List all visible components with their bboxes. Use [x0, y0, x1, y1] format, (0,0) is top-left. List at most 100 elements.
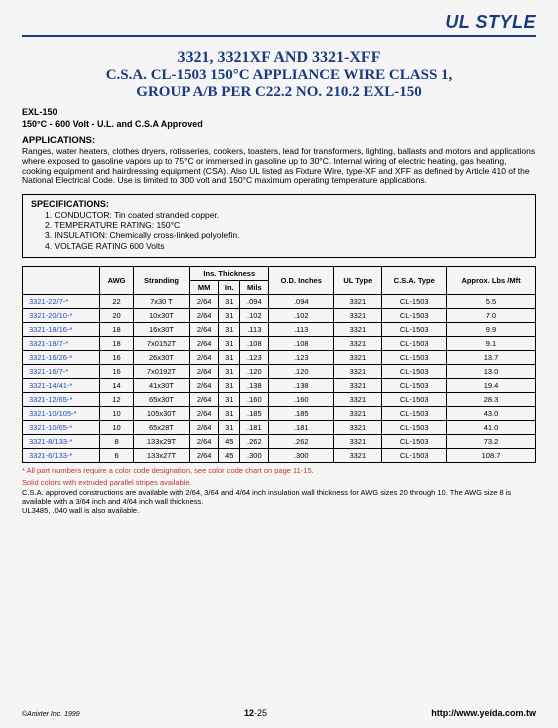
- table-cell: 2/64: [190, 434, 219, 448]
- table-cell: 31: [219, 308, 240, 322]
- table-cell: 7x0152T: [133, 336, 189, 350]
- footnote-ul: UL3485, .040 wall is also available.: [22, 507, 536, 516]
- table-cell: 73.2: [447, 434, 536, 448]
- approval-rating: 150°C - 600 Volt - U.L. and C.S.A Approv…: [22, 119, 536, 129]
- table-cell: 9.1: [447, 336, 536, 350]
- table-cell: 2/64: [190, 420, 219, 434]
- table-cell: 3321: [334, 322, 382, 336]
- table-cell: .300: [240, 448, 269, 462]
- applications-heading: APPLICATIONS:: [22, 135, 536, 146]
- table-cell: 7x30 T: [133, 294, 189, 308]
- table-cell: 2/64: [190, 350, 219, 364]
- table-cell: 3321-16/7-*: [23, 364, 100, 378]
- table-row: 3321-10/105-*10105x30T2/6431.185.1853321…: [23, 406, 536, 420]
- table-cell: .108: [269, 336, 334, 350]
- table-cell: 2/64: [190, 392, 219, 406]
- table-row: 3321-20/10-*2010x30T2/6431.102.1023321CL…: [23, 308, 536, 322]
- table-cell: CL-1503: [382, 308, 447, 322]
- table-cell: 3321: [334, 350, 382, 364]
- header-style-label: UL STYLE: [22, 12, 536, 33]
- table-cell: .300: [269, 448, 334, 462]
- footnote-red-2: Solid colors with extruded parallel stri…: [22, 479, 536, 488]
- table-cell: 108.7: [447, 448, 536, 462]
- table-cell: .102: [269, 308, 334, 322]
- footer-page: 12-25: [244, 708, 267, 718]
- footer-url: http://www.yeida.com.tw: [431, 708, 536, 718]
- table-cell: 65x30T: [133, 392, 189, 406]
- header-rule: [22, 35, 536, 37]
- table-cell: 43.0: [447, 406, 536, 420]
- table-row: 3321-18/16-*1816x30T2/6431.113.1133321CL…: [23, 322, 536, 336]
- table-cell: .120: [240, 364, 269, 378]
- table-cell: 2/64: [190, 322, 219, 336]
- table-cell: 31: [219, 420, 240, 434]
- table-cell: 3321-14/41-*: [23, 378, 100, 392]
- table-row: 3321-22/7-*227x30 T2/6431.094.0943321CL-…: [23, 294, 536, 308]
- table-cell: CL-1503: [382, 448, 447, 462]
- title-line1: 3321, 3321XF AND 3321-XFF: [22, 49, 536, 67]
- table-cell: 31: [219, 392, 240, 406]
- table-cell: 12: [100, 392, 133, 406]
- table-cell: 133x27T: [133, 448, 189, 462]
- table-cell: .138: [269, 378, 334, 392]
- table-cell: 3321-8/133-*: [23, 434, 100, 448]
- table-cell: 2/64: [190, 308, 219, 322]
- specifications-box: SPECIFICATIONS: 1. CONDUCTOR: Tin coated…: [22, 194, 536, 258]
- table-cell: 3321: [334, 420, 382, 434]
- table-cell: .138: [240, 378, 269, 392]
- table-cell: 10x30T: [133, 308, 189, 322]
- table-cell: 45: [219, 434, 240, 448]
- table-cell: .123: [269, 350, 334, 364]
- table-cell: 31: [219, 350, 240, 364]
- table-cell: 3321-18/16-*: [23, 322, 100, 336]
- table-cell: 16: [100, 350, 133, 364]
- table-cell: .120: [269, 364, 334, 378]
- table-cell: 3321: [334, 448, 382, 462]
- table-cell: .102: [240, 308, 269, 322]
- table-cell: 22: [100, 294, 133, 308]
- table-cell: .185: [269, 406, 334, 420]
- col-csatype: C.S.A. Type: [382, 266, 447, 294]
- table-row: 3321-18/7-*187x0152T2/6431.108.1083321CL…: [23, 336, 536, 350]
- col-in: In.: [219, 280, 240, 294]
- table-cell: 16: [100, 364, 133, 378]
- table-row: 3321-6/133-*6133x27T2/6445.300.3003321CL…: [23, 448, 536, 462]
- table-cell: 5.5: [447, 294, 536, 308]
- table-cell: 9.9: [447, 322, 536, 336]
- table-cell: 10: [100, 420, 133, 434]
- table-row: 3321-12/65-*1265x30T2/6431.160.1603321CL…: [23, 392, 536, 406]
- table-cell: .181: [269, 420, 334, 434]
- table-cell: 2/64: [190, 364, 219, 378]
- col-mils: Mils: [240, 280, 269, 294]
- spec-item: 3. INSULATION: Chemically cross-linked p…: [45, 230, 527, 240]
- table-cell: .181: [240, 420, 269, 434]
- table-cell: 14: [100, 378, 133, 392]
- table-cell: .094: [240, 294, 269, 308]
- title-line2: C.S.A. CL-1503 150°C APPLIANCE WIRE CLAS…: [22, 67, 536, 84]
- table-cell: 16x30T: [133, 322, 189, 336]
- table-cell: 8: [100, 434, 133, 448]
- footnote-csa: C.S.A. approved constructions are availa…: [22, 489, 536, 506]
- footer: ©Anixter Inc. 1999 12-25 http://www.yeid…: [22, 708, 536, 718]
- table-cell: 41.0: [447, 420, 536, 434]
- table-cell: 31: [219, 336, 240, 350]
- table-cell: 2/64: [190, 294, 219, 308]
- table-cell: 3321-12/65-*: [23, 392, 100, 406]
- table-cell: 3321-6/133-*: [23, 448, 100, 462]
- table-cell: CL-1503: [382, 406, 447, 420]
- col-stranding: Stranding: [133, 266, 189, 294]
- table-cell: 2/64: [190, 448, 219, 462]
- table-cell: 18: [100, 322, 133, 336]
- table-cell: 18: [100, 336, 133, 350]
- table-cell: 28.3: [447, 392, 536, 406]
- table-cell: 10: [100, 406, 133, 420]
- table-cell: 2/64: [190, 336, 219, 350]
- table-cell: 3321: [334, 308, 382, 322]
- col-lbs: Approx. Lbs /Mft: [447, 266, 536, 294]
- footer-copyright: ©Anixter Inc. 1999: [22, 711, 80, 718]
- table-cell: 31: [219, 406, 240, 420]
- table-cell: .113: [269, 322, 334, 336]
- table-cell: .094: [269, 294, 334, 308]
- spec-item: 1. CONDUCTOR: Tin coated stranded copper…: [45, 210, 527, 220]
- table-cell: 6: [100, 448, 133, 462]
